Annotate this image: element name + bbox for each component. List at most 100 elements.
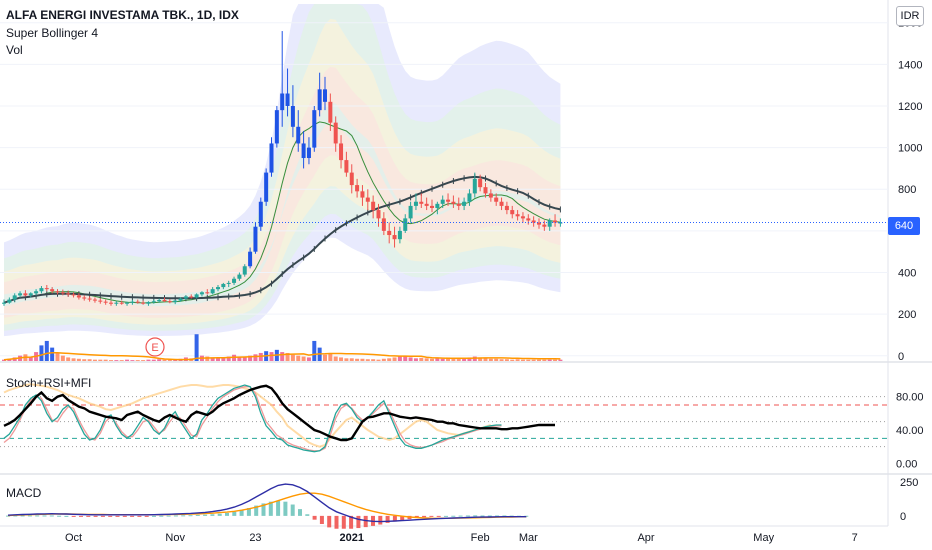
volume-bar [210,357,215,361]
candle-body [114,302,119,304]
candle-body [141,302,146,304]
volume-bar [376,359,381,361]
macd-histogram-bar [13,515,18,517]
volume-bar [301,356,306,361]
stoch-series-line [3,383,492,448]
volume-bar [520,359,525,361]
price-tick-label: 400 [898,268,916,280]
volume-bar [504,359,509,361]
candle-body [199,292,204,295]
candle-body [488,193,493,198]
indicator-bollinger-label[interactable]: Super Bollinger 4 [6,26,99,40]
indicator-volume-label[interactable]: Vol [6,43,23,57]
candle-body [558,222,563,224]
candle-body [274,110,279,144]
macd-histogram-bar [473,515,478,517]
candle-body [258,201,263,227]
macd-histogram-bar [305,514,310,516]
candle-body [462,201,467,206]
moving-average-lines [3,121,561,361]
macd-histogram-bar [6,515,10,517]
volume-bar [371,359,376,361]
volume-bar [413,358,418,361]
candle-body [237,274,242,279]
candle-body [253,226,258,252]
candle-body [167,301,172,303]
candle-body [547,220,552,227]
currency-button[interactable]: IDR [896,6,924,26]
symbol-title[interactable]: ALFA ENERGI INVESTAMA TBK., 1D, IDX [6,8,239,22]
candle-body [328,101,333,123]
volume-bar [387,358,392,361]
macd-axis[interactable]: 250 0 [900,477,918,523]
candle-body [520,216,525,219]
volume-bar [558,359,563,361]
candle-body [210,289,215,294]
volume-bar [135,360,140,361]
candle-body [76,295,81,298]
earnings-marker[interactable]: E [145,337,165,357]
candle-body [317,89,322,111]
earnings-circle [145,337,165,357]
macd-histogram-bar [276,500,281,516]
candle-body [34,291,39,294]
candle-body [18,293,23,296]
stoch-pane-label[interactable]: Stoch+RSI+MFI [6,376,92,390]
macd-histogram-bar [115,515,120,517]
candle-body [178,298,183,301]
volume-bar [537,359,541,361]
volume-bars [2,334,563,361]
volume-bar [60,355,65,361]
macd-pane-label[interactable]: MACD [6,486,42,500]
macd-histogram-bar [86,515,91,517]
macd-histogram-bar [458,515,463,517]
macd-histogram-bar [378,515,383,525]
macd-histogram-bar [210,514,215,516]
macd-histogram-bar [261,503,266,516]
macd-histogram-bar [181,515,186,517]
macd-histogram-bar [400,515,405,521]
price-tick-label: 1400 [898,59,922,71]
time-tick-label: Mar [519,532,538,544]
candle-body [55,291,60,293]
time-axis[interactable]: OctNov232021FebMarAprMay7Jun [65,532,932,544]
macd-histogram-bar [195,514,200,516]
macd-histogram-bar [283,501,288,516]
volume-bar [151,359,156,361]
candle-body [130,301,135,303]
macd-histogram-bar [203,514,208,516]
time-tick-label: Nov [165,532,185,544]
price-axis[interactable]: 16001400120010008006004002000 [898,18,922,363]
volume-bar [66,357,71,361]
candle-body [456,203,461,206]
volume-bar [221,357,226,361]
volume-bar [499,359,504,361]
macd-histogram-bar [100,515,105,517]
macd-histogram-bar [349,515,354,529]
candle-body [301,143,306,159]
candle-body [135,301,140,303]
volume-bar [494,358,499,361]
candle-body [183,296,188,299]
candle-body [2,302,6,304]
macd-histogram-bar [451,515,456,517]
volume-bar [44,340,49,361]
candle-body [371,201,376,211]
stoch-axis[interactable]: 80.00 40.00 0.00 [896,392,924,471]
stoch-series-line [3,384,502,453]
candle-body [397,230,402,240]
macd-histogram-bar [152,515,156,517]
candle-body [510,210,515,215]
volume-bar [328,352,333,361]
bollinger-band-3 [4,66,561,318]
candle-body [205,292,210,294]
volume-bar [296,355,301,361]
macd-histogram-bar [27,515,32,517]
volume-bar [87,359,92,361]
candle-body [7,299,12,303]
price-tick-label: 0 [898,351,904,363]
candle-body [12,295,17,300]
volume-bar [365,359,370,361]
candle-body [526,218,531,221]
